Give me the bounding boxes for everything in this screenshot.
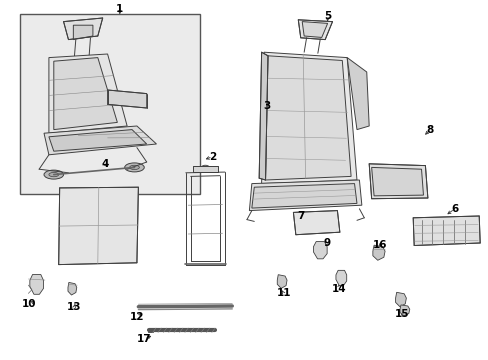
Polygon shape bbox=[193, 166, 217, 172]
FancyArrowPatch shape bbox=[379, 244, 381, 247]
Text: 11: 11 bbox=[276, 288, 290, 298]
Polygon shape bbox=[265, 56, 350, 180]
FancyArrowPatch shape bbox=[425, 131, 427, 134]
Polygon shape bbox=[30, 274, 43, 294]
FancyArrowPatch shape bbox=[266, 109, 269, 112]
Circle shape bbox=[35, 283, 39, 286]
Circle shape bbox=[200, 165, 210, 172]
Ellipse shape bbox=[44, 170, 63, 179]
Polygon shape bbox=[346, 58, 368, 130]
Polygon shape bbox=[293, 211, 339, 235]
Polygon shape bbox=[49, 54, 127, 133]
Polygon shape bbox=[59, 187, 138, 265]
FancyArrowPatch shape bbox=[73, 304, 75, 308]
Polygon shape bbox=[395, 292, 406, 307]
Polygon shape bbox=[371, 167, 423, 196]
Bar bbox=[20, 14, 200, 194]
Text: 1: 1 bbox=[116, 4, 123, 14]
Circle shape bbox=[339, 277, 342, 279]
FancyArrowPatch shape bbox=[31, 301, 34, 304]
Polygon shape bbox=[277, 275, 286, 288]
Polygon shape bbox=[335, 270, 346, 285]
Ellipse shape bbox=[49, 172, 59, 177]
Polygon shape bbox=[372, 245, 384, 260]
FancyArrowPatch shape bbox=[447, 211, 451, 214]
FancyArrowPatch shape bbox=[282, 291, 285, 294]
Polygon shape bbox=[44, 126, 156, 155]
Polygon shape bbox=[107, 90, 146, 108]
Text: 5: 5 bbox=[324, 11, 330, 21]
Polygon shape bbox=[259, 52, 267, 180]
Text: 16: 16 bbox=[372, 240, 387, 250]
Text: 7: 7 bbox=[296, 211, 304, 221]
Polygon shape bbox=[63, 18, 102, 40]
FancyArrowPatch shape bbox=[337, 284, 340, 287]
Text: 15: 15 bbox=[394, 309, 409, 319]
FancyArrowPatch shape bbox=[104, 163, 107, 166]
Ellipse shape bbox=[304, 218, 321, 227]
Polygon shape bbox=[261, 52, 356, 184]
Text: 12: 12 bbox=[129, 312, 144, 322]
Text: 17: 17 bbox=[137, 334, 151, 344]
Polygon shape bbox=[251, 184, 356, 208]
Polygon shape bbox=[73, 25, 93, 40]
Polygon shape bbox=[399, 305, 409, 316]
Text: 6: 6 bbox=[450, 204, 457, 214]
Polygon shape bbox=[298, 20, 332, 40]
Text: 2: 2 bbox=[209, 152, 216, 162]
Polygon shape bbox=[49, 130, 146, 151]
Polygon shape bbox=[68, 282, 77, 295]
Ellipse shape bbox=[388, 180, 403, 188]
Text: 3: 3 bbox=[263, 101, 269, 111]
Polygon shape bbox=[249, 180, 361, 211]
Text: 9: 9 bbox=[323, 238, 329, 248]
Text: 10: 10 bbox=[22, 299, 37, 309]
Bar bbox=[148, 329, 153, 332]
FancyArrowPatch shape bbox=[138, 314, 141, 316]
Ellipse shape bbox=[129, 165, 139, 170]
Circle shape bbox=[318, 249, 322, 252]
Text: 8: 8 bbox=[426, 125, 433, 135]
Polygon shape bbox=[313, 242, 326, 259]
FancyArrowPatch shape bbox=[325, 18, 328, 21]
FancyArrowPatch shape bbox=[324, 242, 327, 246]
Ellipse shape bbox=[124, 163, 144, 172]
Polygon shape bbox=[302, 22, 327, 37]
Text: 13: 13 bbox=[67, 302, 81, 312]
Ellipse shape bbox=[308, 220, 317, 225]
Polygon shape bbox=[54, 58, 117, 130]
Text: 4: 4 bbox=[101, 159, 109, 169]
FancyArrowPatch shape bbox=[206, 157, 210, 159]
Polygon shape bbox=[368, 164, 427, 199]
FancyArrowPatch shape bbox=[118, 11, 121, 13]
Polygon shape bbox=[412, 216, 479, 246]
FancyArrowPatch shape bbox=[299, 217, 301, 220]
Ellipse shape bbox=[382, 176, 409, 191]
FancyArrowPatch shape bbox=[401, 311, 403, 315]
Text: 14: 14 bbox=[331, 284, 346, 294]
FancyArrowPatch shape bbox=[146, 336, 150, 339]
